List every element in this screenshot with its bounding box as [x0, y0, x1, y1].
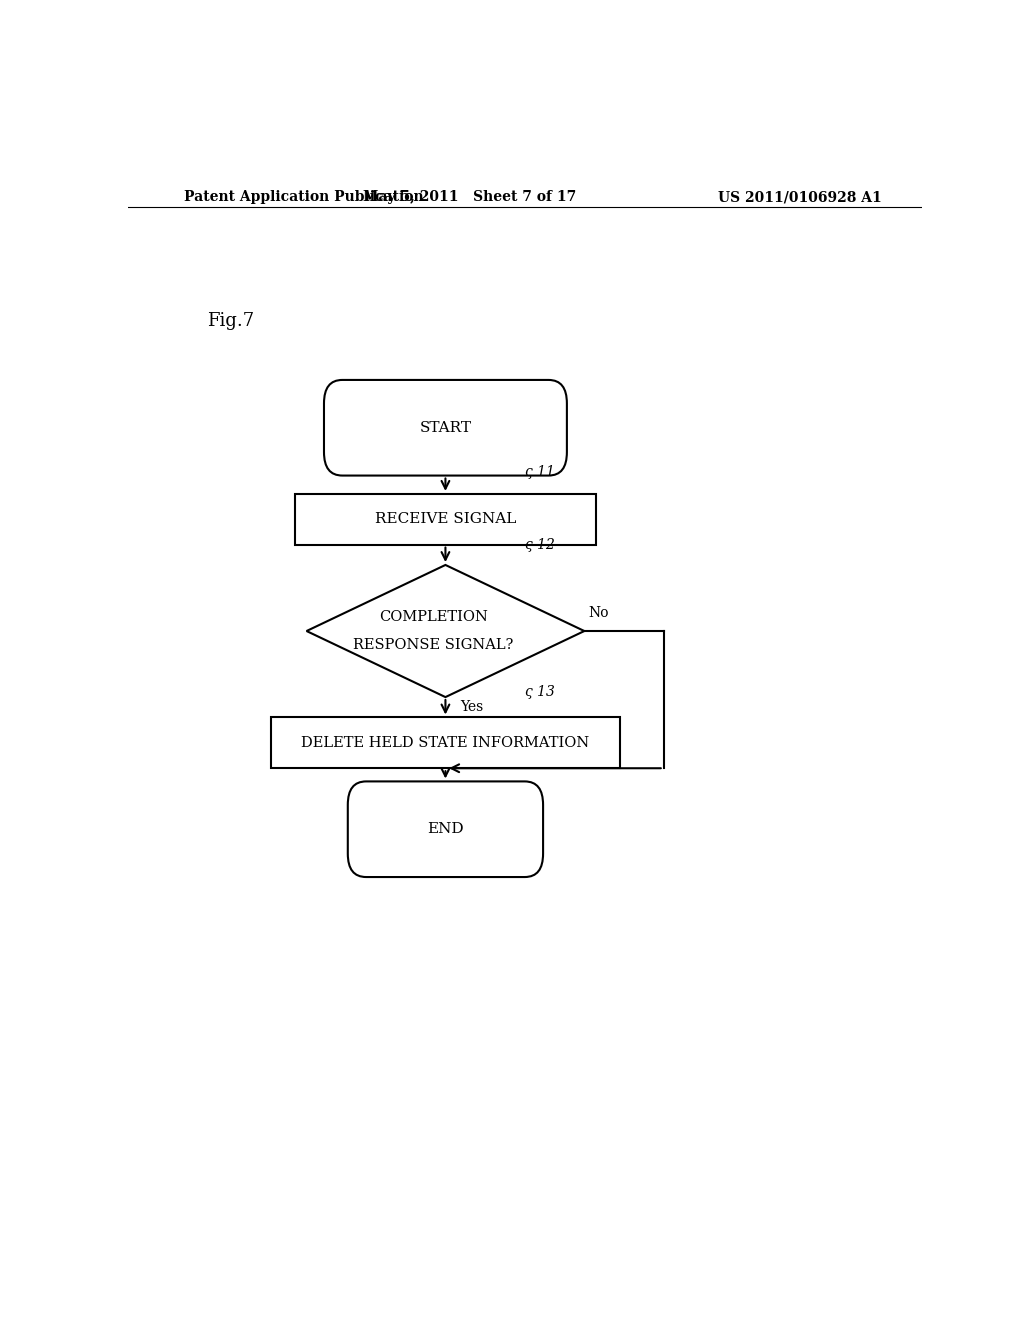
- Polygon shape: [306, 565, 585, 697]
- Text: RESPONSE SIGNAL?: RESPONSE SIGNAL?: [353, 639, 514, 652]
- Text: DELETE HELD STATE INFORMATION: DELETE HELD STATE INFORMATION: [301, 735, 590, 750]
- Bar: [295, 494, 596, 545]
- Text: COMPLETION: COMPLETION: [379, 610, 488, 624]
- Text: RECEIVE SIGNAL: RECEIVE SIGNAL: [375, 512, 516, 527]
- Text: START: START: [420, 421, 471, 434]
- FancyBboxPatch shape: [324, 380, 567, 475]
- Text: END: END: [427, 822, 464, 837]
- Text: No: No: [588, 606, 609, 619]
- Text: Fig.7: Fig.7: [207, 312, 255, 330]
- Text: ς 12: ς 12: [524, 537, 555, 552]
- Text: ς 11: ς 11: [524, 466, 555, 479]
- Bar: [270, 718, 620, 768]
- Text: May 5, 2011   Sheet 7 of 17: May 5, 2011 Sheet 7 of 17: [362, 190, 575, 205]
- FancyBboxPatch shape: [348, 781, 543, 876]
- Text: Patent Application Publication: Patent Application Publication: [183, 190, 423, 205]
- Text: ς 13: ς 13: [524, 685, 555, 700]
- Text: US 2011/0106928 A1: US 2011/0106928 A1: [718, 190, 882, 205]
- Text: Yes: Yes: [460, 700, 483, 714]
